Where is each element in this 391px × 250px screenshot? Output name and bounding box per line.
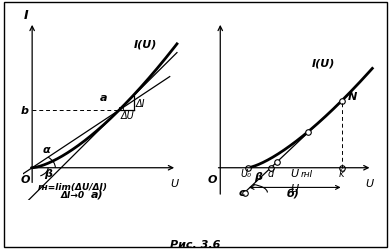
Text: U: U [291,183,299,193]
Text: b: b [21,106,29,116]
Text: a: a [100,92,108,102]
Text: I(U): I(U) [312,58,335,68]
Text: U: U [291,169,299,179]
Text: β: β [44,169,52,179]
Text: α: α [42,144,50,154]
Text: ΔI→0: ΔI→0 [61,190,85,200]
Text: d: d [268,169,274,179]
Text: I: I [24,8,29,22]
Text: U: U [365,178,373,188]
Text: β: β [254,172,262,182]
Text: O: O [208,174,217,184]
Text: O: O [20,174,30,184]
Text: а): а) [91,189,104,199]
Text: rнI: rнI [300,170,312,179]
Text: ΔU: ΔU [120,111,134,121]
Text: k: k [339,169,345,179]
Text: N: N [348,92,357,102]
Text: U: U [170,178,178,188]
Text: U₀: U₀ [240,169,252,179]
Text: Рис. 3.6: Рис. 3.6 [170,240,221,250]
Text: б): б) [287,189,300,199]
Text: rн=lim(ΔU/ΔI): rн=lim(ΔU/ΔI) [38,182,108,192]
Text: c: c [239,188,245,198]
Text: ΔI: ΔI [136,98,145,108]
Text: I(U): I(U) [133,40,157,50]
